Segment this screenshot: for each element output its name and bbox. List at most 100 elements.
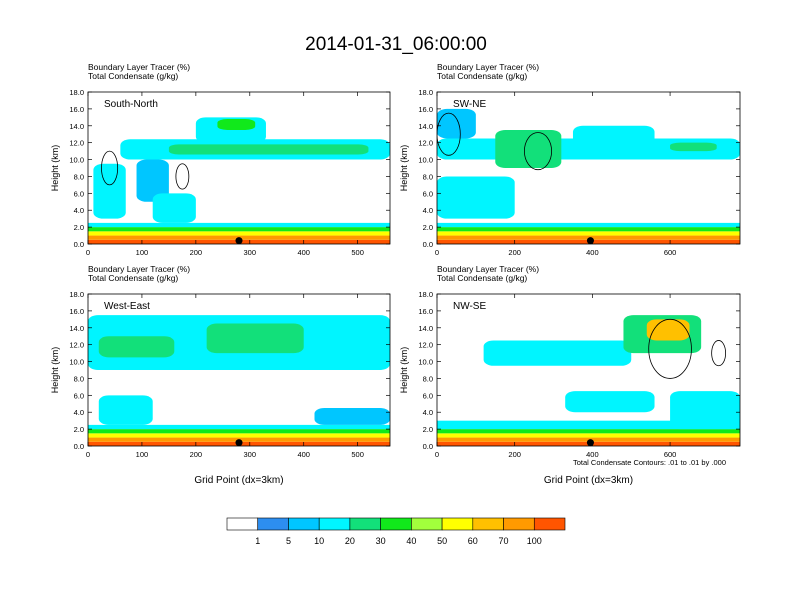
field-layers <box>437 315 740 446</box>
plot-frame <box>436 91 741 245</box>
x-tick-label: 0 <box>435 248 439 257</box>
y-tick-label: 14.0 <box>69 324 84 333</box>
field-cell <box>437 420 740 430</box>
y-tick-label: 2.0 <box>74 223 84 232</box>
subtitle-condensate: Total Condensate (g/kg) <box>437 273 527 283</box>
panel-south-north: Boundary Layer Tracer (%)Total Condensat… <box>50 62 391 257</box>
field-cell <box>437 429 740 434</box>
x-axis-label: Grid Point (dx=3km) <box>194 475 283 486</box>
colorbar-swatch <box>380 517 412 531</box>
location-marker <box>586 439 594 447</box>
y-axis-label: Height (km) <box>50 145 60 192</box>
y-tick-label: 12.0 <box>69 341 84 350</box>
x-tick-label: 100 <box>136 450 149 459</box>
x-axis-label: Grid Point (dx=3km) <box>544 475 633 486</box>
x-tick-label: 500 <box>351 248 364 257</box>
field-cell <box>646 319 690 341</box>
field-cell <box>88 231 390 236</box>
field-cell <box>437 222 740 228</box>
field-cell <box>437 231 740 236</box>
colorbar-label: 70 <box>499 536 509 546</box>
field-cell <box>437 235 740 240</box>
x-tick-label: 400 <box>586 450 599 459</box>
y-tick-label: 18.0 <box>69 88 84 97</box>
panel-west-east: Boundary Layer Tracer (%)Total Condensat… <box>50 264 391 486</box>
condensate-contour <box>437 112 461 156</box>
location-marker <box>235 237 243 245</box>
colorbar-label: 10 <box>314 536 324 546</box>
x-tick-label: 400 <box>297 248 310 257</box>
y-tick-label: 16.0 <box>69 105 84 114</box>
y-tick-label: 4.0 <box>74 408 84 417</box>
y-tick-label: 0.0 <box>423 240 433 249</box>
field-cell <box>88 424 390 430</box>
y-tick-label: 16.0 <box>69 307 84 316</box>
main-title: 2014-01-31_06:00:00 <box>305 34 487 55</box>
field-cell <box>565 391 655 413</box>
y-axis-label: Height (km) <box>50 347 60 394</box>
colorbar-swatch <box>503 517 535 531</box>
field-cell <box>670 391 740 430</box>
panel-label: West-East <box>104 301 150 312</box>
x-tick-label: 400 <box>297 450 310 459</box>
colorbar-swatch <box>349 517 381 531</box>
y-tick-label: 4.0 <box>423 408 433 417</box>
y-tick-label: 18.0 <box>418 290 433 299</box>
field-layers <box>88 117 390 244</box>
colorbar-swatch <box>226 517 259 531</box>
y-tick-label: 16.0 <box>418 307 433 316</box>
x-tick-label: 0 <box>86 450 90 459</box>
y-tick-label: 14.0 <box>418 122 433 131</box>
field-cell <box>88 227 390 232</box>
x-tick-label: 200 <box>508 450 521 459</box>
y-tick-label: 2.0 <box>74 425 84 434</box>
field-cell <box>217 119 256 130</box>
plot-frame <box>87 91 391 245</box>
colorbar-label: 20 <box>345 536 355 546</box>
panel-label: SW-NE <box>453 99 486 110</box>
y-tick-label: 10.0 <box>69 358 84 367</box>
colorbar-swatch <box>318 517 351 531</box>
y-axis-label: Height (km) <box>399 145 409 192</box>
colorbar-label: 1 <box>255 536 260 546</box>
y-tick-label: 8.0 <box>423 172 433 181</box>
y-tick-label: 10.0 <box>418 156 433 165</box>
colorbar-swatch <box>533 517 566 531</box>
field-cell <box>437 176 515 219</box>
field-cell <box>314 408 390 425</box>
subtitle-tracer: Boundary Layer Tracer (%) <box>88 62 190 72</box>
field-cell <box>168 144 369 155</box>
field-cell <box>136 159 169 202</box>
y-tick-label: 14.0 <box>69 122 84 131</box>
colorbar-label: 50 <box>437 536 447 546</box>
subtitle-tracer: Boundary Layer Tracer (%) <box>437 62 539 72</box>
y-tick-label: 6.0 <box>74 189 84 198</box>
x-tick-label: 600 <box>664 248 677 257</box>
field-cell <box>437 437 740 442</box>
x-tick-label: 300 <box>244 248 257 257</box>
field-cell <box>437 227 740 232</box>
x-tick-label: 0 <box>86 248 90 257</box>
subtitle-tracer: Boundary Layer Tracer (%) <box>88 264 190 274</box>
y-tick-label: 12.0 <box>418 139 433 148</box>
y-tick-label: 0.0 <box>74 240 84 249</box>
field-cell <box>88 222 390 228</box>
y-tick-label: 18.0 <box>69 290 84 299</box>
colorbar-label: 40 <box>406 536 416 546</box>
field-cell <box>88 433 390 438</box>
y-tick-label: 8.0 <box>74 172 84 181</box>
panel-label: NW-SE <box>453 301 486 312</box>
field-cell <box>93 163 126 219</box>
y-tick-label: 12.0 <box>418 341 433 350</box>
y-tick-label: 18.0 <box>418 88 433 97</box>
field-cell <box>670 142 717 152</box>
location-marker <box>586 237 594 245</box>
y-tick-label: 0.0 <box>423 442 433 451</box>
field-cell <box>98 336 175 358</box>
x-tick-label: 200 <box>190 248 203 257</box>
condensate-contour <box>524 132 552 171</box>
field-layers <box>88 315 390 446</box>
x-tick-label: 600 <box>664 450 677 459</box>
y-tick-label: 6.0 <box>74 391 84 400</box>
